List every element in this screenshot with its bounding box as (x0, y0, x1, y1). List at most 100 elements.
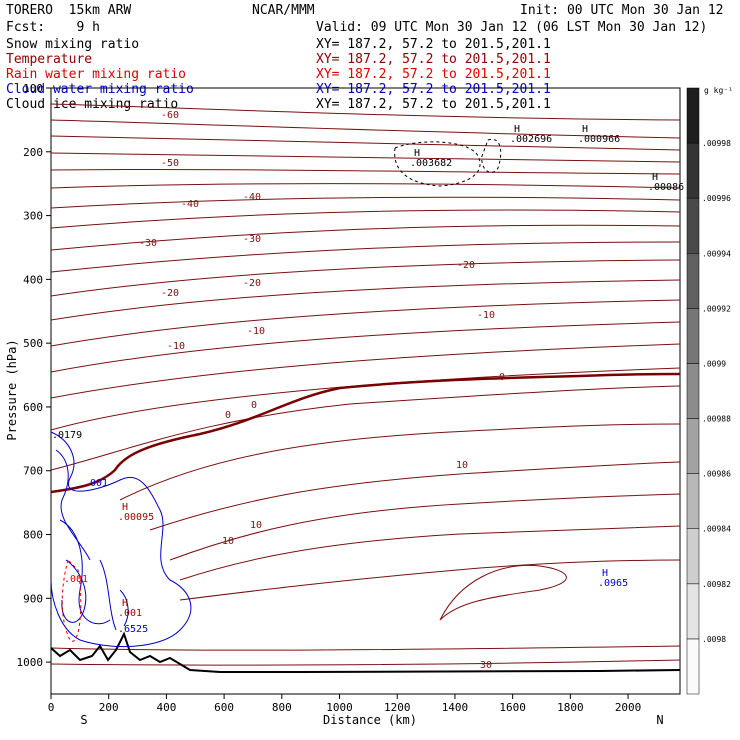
colorbar-tick-label: .00982 (702, 580, 731, 589)
y-tick-label: 600 (23, 401, 43, 414)
annotation-value: .001 (84, 478, 108, 489)
temperature-label: 10 (250, 520, 262, 531)
colorbar-unit: g kg⁻¹ (704, 86, 733, 95)
y-tick-label: 700 (23, 465, 43, 478)
forecast-hour: Fcst: 9 h (6, 20, 100, 35)
colorbar-swatch (686, 583, 700, 640)
x-tick-label: 1200 (384, 701, 411, 714)
annotation-value: .0965 (598, 578, 628, 589)
y-axis: 100 200 300 400 500 600 700 800 900 1000 (17, 82, 51, 669)
colorbar-tick-label: .00998 (702, 139, 731, 148)
isotherm (50, 279, 681, 321)
x-axis: 0 200 400 600 800 1000 1200 1400 1600 1800 2000 (48, 694, 642, 714)
y-tick-label: 500 (23, 337, 43, 350)
x-tick-label: 0 (48, 701, 55, 714)
field-range-cloud-water: XY= 187.2, 57.2 to 201.5,201.1 (316, 82, 551, 97)
colorbar-tick-label: .0098 (702, 635, 726, 644)
isotherm (169, 493, 681, 561)
colorbar-tick-label: .00984 (702, 525, 731, 534)
temperature-label: 0 (499, 372, 505, 383)
annotation-value: .0179 (52, 430, 82, 441)
field-name-temperature: Temperature (6, 52, 93, 67)
field-range-rain: XY= 187.2, 57.2 to 201.5,201.1 (316, 67, 551, 82)
high-marker: H (514, 124, 520, 135)
temperature-label: 30 (480, 660, 492, 671)
isotherm (50, 321, 681, 373)
colorbar-swatch (686, 638, 700, 695)
field-range-snow: XY= 187.2, 57.2 to 201.5,201.1 (316, 37, 551, 52)
colorbar-swatch (686, 87, 700, 144)
isotherm (50, 152, 681, 163)
temperature-label: 0 (225, 410, 231, 421)
colorbar-swatch (686, 418, 700, 474)
high-marker: H (652, 172, 658, 183)
temperature-label: -10 (247, 326, 265, 337)
terrain-line (50, 631, 681, 673)
isotherm (50, 299, 681, 347)
annotations: H.003682H.002696H.000966H.00086H.0965H.0… (52, 124, 684, 635)
temperature-label: -30 (243, 234, 261, 245)
colorbar: .0098 .00982 .00984 .00986 .00988 .0099 .00992… (686, 87, 731, 695)
x-tick-label: 800 (272, 701, 292, 714)
isotherm (50, 385, 681, 471)
field-name-cloud-water: Cloud water mixing ratio (6, 82, 194, 97)
y-tick-label: 200 (23, 146, 43, 159)
north-endpoint: N (656, 713, 663, 727)
annotation-value: .003682 (410, 158, 452, 169)
y-tick-label: 800 (23, 529, 43, 542)
temperature-label: 10 (456, 460, 468, 471)
ice-contour (394, 141, 481, 187)
isotherm (50, 367, 681, 431)
temperature-label: -40 (181, 199, 199, 210)
cloud-contour (55, 449, 91, 561)
isotherm (50, 168, 681, 175)
annotation-value: .00086 (648, 182, 684, 193)
temperature-label: -40 (243, 192, 261, 203)
isotherm (50, 659, 681, 666)
isotherm (50, 209, 681, 229)
isotherm (50, 343, 681, 399)
x-tick-label: 1400 (442, 701, 469, 714)
temperature-label: -10 (477, 310, 495, 321)
plot-frame (50, 87, 681, 695)
field-name-snow: Snow mixing ratio (6, 37, 140, 52)
isotherm (179, 559, 681, 601)
colorbar-swatch (686, 253, 700, 309)
y-tick-label: 1000 (17, 656, 44, 669)
isotherm (50, 259, 681, 297)
annotation-value: .001 (64, 574, 88, 585)
x-tick-label: 200 (99, 701, 119, 714)
x-tick-label: 400 (156, 701, 176, 714)
y-tick-label: 900 (23, 592, 43, 605)
x-tick-label: 1600 (499, 701, 526, 714)
field-name-rain: Rain water mixing ratio (6, 67, 187, 82)
temperature-label: -20 (457, 260, 475, 271)
colorbar-swatch (686, 197, 700, 254)
init-time: Init: 00 UTC Mon 30 Jan 12 (520, 3, 724, 18)
annotation-value: .000966 (578, 134, 620, 145)
colorbar-swatch (686, 142, 700, 199)
temperature-label: -10 (167, 341, 185, 352)
cloud-contour (61, 559, 87, 623)
temperature-label: -30 (139, 238, 157, 249)
colorbar-swatch (686, 363, 700, 419)
temperature-labels: -60 -50 -40 -40 -30 -30 -20 -20 -20 -10 -10 -10 0 0 0 1… (139, 110, 505, 671)
high-marker: H (414, 148, 420, 159)
x-tick-label: 2000 (615, 701, 642, 714)
isotherm (50, 183, 681, 189)
cloud-contour (119, 589, 129, 627)
isotherm (149, 461, 681, 531)
colorbar-tick-label: .00996 (702, 194, 731, 203)
colorbar-tick-label: .00988 (702, 415, 731, 424)
model-title: TORERO 15km ARW (6, 3, 132, 18)
isotherm (439, 564, 567, 621)
temperature-label: -50 (161, 158, 179, 169)
x-tick-label: 1000 (326, 701, 353, 714)
freezing-level (50, 372, 681, 494)
isotherm (179, 525, 681, 581)
temperature-label: -20 (243, 278, 261, 289)
colorbar-swatch (686, 528, 700, 585)
high-marker: H (582, 124, 588, 135)
annotation-value: .001 (118, 608, 142, 619)
x-tick-label: 600 (214, 701, 234, 714)
